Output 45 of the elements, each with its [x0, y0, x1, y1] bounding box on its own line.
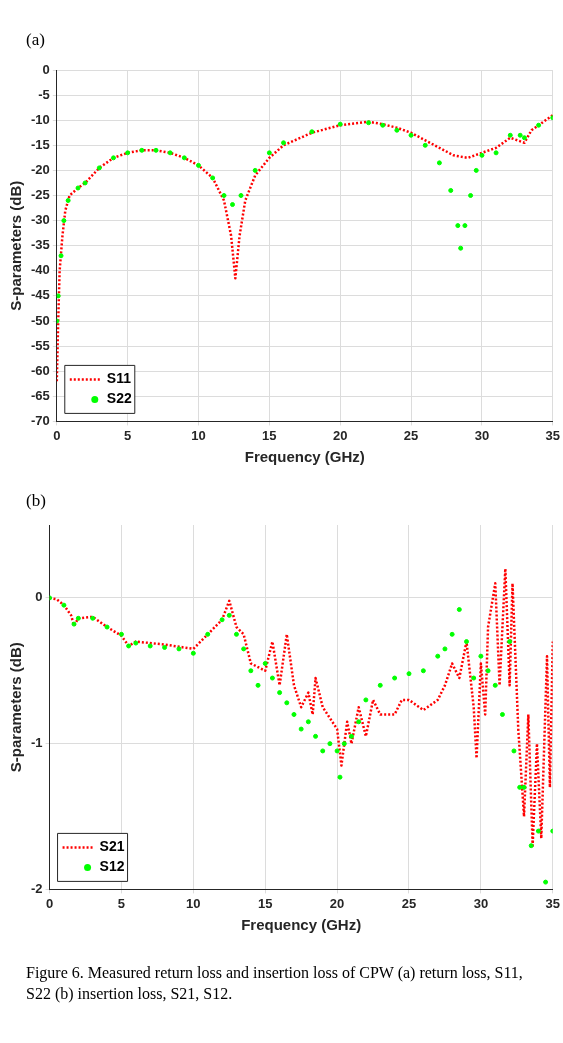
y-tick-label: -60 — [30, 362, 50, 378]
y-tick-label: -70 — [30, 412, 50, 428]
x-tick-label: 5 — [117, 895, 126, 911]
x-tick-label: 25 — [401, 895, 417, 911]
x-tick-label: 5 — [124, 427, 132, 443]
chart-title: (a) — [25, 30, 46, 51]
x-tick-label: 15 — [257, 895, 273, 911]
y-tick-label: -5 — [38, 86, 50, 102]
legend-label: S21 — [99, 838, 125, 855]
y-tick-label: -20 — [30, 161, 50, 177]
y-tick-label: -55 — [30, 337, 50, 353]
x-tick-label: 20 — [329, 895, 345, 911]
y-tick-label: -25 — [30, 187, 50, 203]
y-tick-label: -10 — [30, 111, 50, 127]
y-tick-label: -30 — [30, 212, 50, 228]
x-axis-title: Frequency (GHz) — [241, 916, 362, 934]
x-tick-label: 30 — [474, 427, 490, 443]
y-tick-label: 0 — [42, 61, 50, 77]
x-tick-label: 0 — [53, 427, 61, 443]
x-tick-label: 10 — [186, 895, 201, 911]
line-series — [56, 113, 553, 383]
y-tick-label: -2 — [31, 880, 43, 896]
y-tick-label: -45 — [30, 287, 50, 303]
y-axis-title: S-parameters (dB) — [7, 642, 25, 773]
x-tick-label: 35 — [545, 895, 560, 911]
x-tick-label: 25 — [403, 427, 419, 443]
x-axis-title: Frequency (GHz) — [244, 448, 365, 466]
y-tick-label: -35 — [30, 237, 50, 253]
y-tick-label: -15 — [30, 136, 50, 152]
y-tick-label: 0 — [35, 589, 43, 605]
x-tick-label: 10 — [191, 427, 206, 443]
legend-label: S11 — [106, 370, 132, 387]
chart-title: (b) — [25, 491, 47, 512]
x-tick-label: 35 — [545, 427, 560, 443]
y-tick-label: -50 — [30, 312, 50, 328]
caption: Figure 6. Measured return loss and insertion loss of CPW (a) return loss, S11, S22 (b) insertion loss, S21, S12. — [26, 963, 524, 1005]
y-axis-title: S-parameters (dB) — [7, 180, 25, 311]
legend-label: S12 — [99, 858, 125, 875]
x-tick-label: 30 — [473, 895, 489, 911]
y-tick-label: -1 — [31, 735, 43, 751]
y-tick-label: -40 — [30, 262, 50, 278]
x-tick-label: 20 — [332, 427, 348, 443]
legend-label: S22 — [106, 390, 132, 407]
x-tick-label: 15 — [262, 427, 277, 443]
y-tick-label: -65 — [30, 387, 50, 403]
